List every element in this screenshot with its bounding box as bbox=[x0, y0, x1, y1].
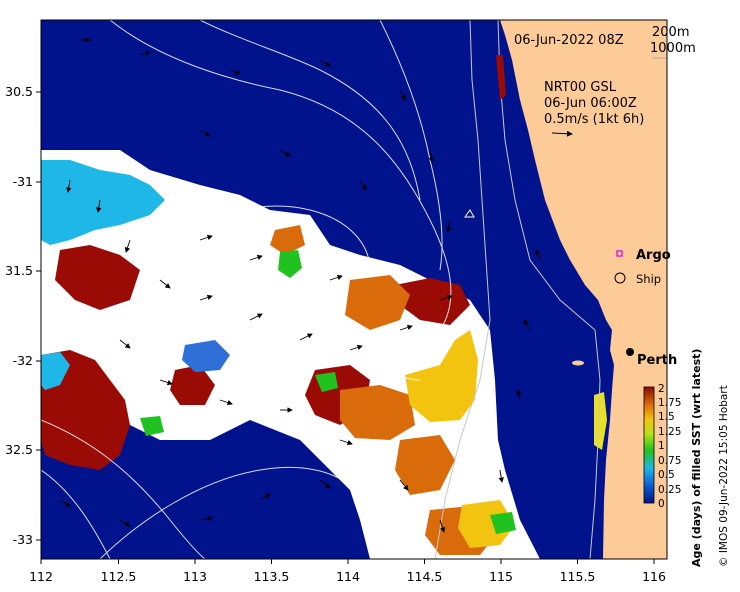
colorbar-tick: 0.25 bbox=[658, 484, 681, 496]
argo-label: Argo bbox=[636, 248, 671, 263]
plot-frame bbox=[40, 19, 668, 560]
station-triangle-icon bbox=[464, 209, 475, 218]
age-1-region-4 bbox=[490, 512, 516, 534]
colorbar-tick: 2 bbox=[658, 383, 665, 395]
age-15-region-1 bbox=[405, 330, 478, 422]
contour-200m-label: 200m bbox=[652, 25, 689, 40]
credit-label: © IMOS 09-Jun-2022 15:05 Hobart bbox=[718, 385, 730, 567]
age-2-region-west bbox=[41, 350, 130, 470]
datetime-label: 06-Jun-2022 08Z bbox=[514, 33, 624, 48]
argo-icon bbox=[616, 250, 623, 257]
y-tick-label: 30.5 bbox=[5, 84, 33, 99]
age-1-region-2 bbox=[315, 372, 338, 392]
x-tick-label: 113.5 bbox=[254, 569, 290, 584]
age-1-region-1 bbox=[278, 250, 302, 278]
x-tick-label: 114 bbox=[336, 569, 360, 584]
coastal-age-2-strip bbox=[496, 55, 506, 100]
x-tick-label: 113 bbox=[183, 569, 207, 584]
contour-1000m-label: 1000m bbox=[650, 41, 696, 56]
x-tick-label: 115.5 bbox=[560, 569, 596, 584]
x-tick-label: 112.5 bbox=[101, 569, 137, 584]
age-05-region-center bbox=[182, 340, 230, 372]
x-axis: 112 112.5 113 113.5 114 114.5 115 115.5 … bbox=[29, 559, 666, 584]
colorbar-gradient bbox=[643, 386, 655, 504]
bathymetry-1000m-contour bbox=[434, 20, 491, 559]
current-scale-arrow bbox=[551, 130, 573, 137]
age-175-region-2 bbox=[345, 275, 410, 330]
bathymetry-200m-contour bbox=[497, 20, 601, 559]
land-australia bbox=[500, 20, 667, 559]
y-tick-label: 32.5 bbox=[5, 442, 33, 457]
y-tick-label: -31 bbox=[13, 174, 33, 189]
age-175-region-4 bbox=[270, 225, 305, 255]
currents-scale-label: 0.5m/s (1kt 6h) bbox=[544, 112, 644, 127]
age-175-region-1 bbox=[340, 385, 415, 440]
colorbar: 2 1.75 1.5 1.25 1 0.75 0.5 0.25 0 bbox=[643, 383, 681, 510]
colorbar-tick: 0.75 bbox=[658, 455, 681, 467]
rottnest-island bbox=[572, 360, 584, 366]
colorbar-title: Age (days) of filled SST (wrt latest) bbox=[690, 349, 703, 567]
age-15-region-2 bbox=[458, 500, 515, 548]
current-arrows bbox=[59, 37, 541, 533]
age-05-region-w bbox=[41, 352, 70, 390]
colorbar-tick: 1 bbox=[658, 440, 665, 452]
x-tick-label: 115 bbox=[489, 569, 513, 584]
age-1-region-3 bbox=[140, 416, 164, 436]
x-tick-label: 112 bbox=[29, 569, 53, 584]
age-2-region-sw bbox=[170, 365, 215, 405]
currents-time-label: 06-Jun 06:00Z bbox=[544, 96, 637, 111]
y-tick-label: 31.5 bbox=[5, 263, 33, 278]
age-15-region-coast bbox=[594, 392, 607, 450]
age-2-region-north bbox=[55, 245, 140, 310]
plot-area bbox=[41, 20, 667, 559]
y-axis: 30.5 -31 31.5 -32 32.5 -33 bbox=[5, 84, 41, 547]
age-05-region-nw bbox=[41, 160, 165, 245]
colorbar-tick: 1.5 bbox=[658, 411, 675, 423]
ship-label: Ship bbox=[636, 272, 661, 286]
colorbar-tick: 1.25 bbox=[658, 426, 681, 438]
ship-icon bbox=[614, 272, 626, 284]
y-tick-label: -32 bbox=[13, 353, 33, 368]
colorbar-tick: 0 bbox=[658, 498, 665, 510]
age-175-region-3 bbox=[395, 435, 455, 495]
perth-marker-icon bbox=[626, 348, 634, 356]
age-2-region-east bbox=[395, 278, 470, 325]
perth-label: Perth bbox=[637, 353, 677, 368]
currents-source-label: NRT00 GSL bbox=[544, 80, 617, 95]
colorbar-tick: 1.75 bbox=[658, 397, 681, 409]
x-tick-label: 116 bbox=[642, 569, 666, 584]
x-tick-label: 114.5 bbox=[407, 569, 443, 584]
y-tick-label: -33 bbox=[13, 532, 33, 547]
colorbar-tick: 0.5 bbox=[658, 469, 675, 481]
